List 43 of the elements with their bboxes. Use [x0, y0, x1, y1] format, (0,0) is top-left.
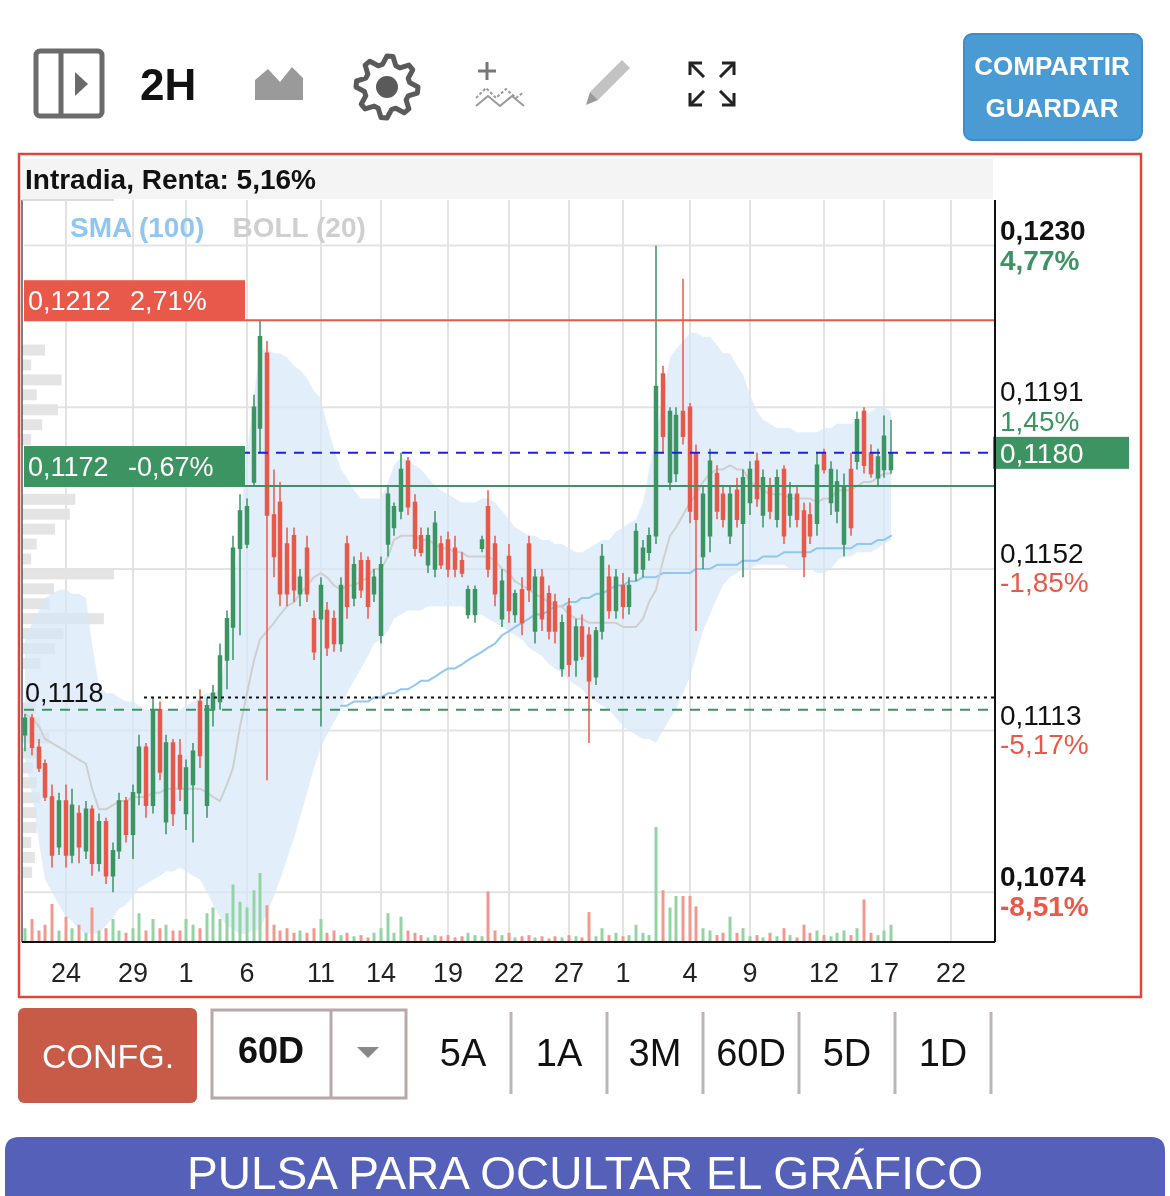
y-tick-label: 0,1074: [1000, 861, 1087, 893]
x-tick-label: 11: [306, 958, 336, 988]
text: 5D: [822, 1032, 872, 1074]
y2-tick-label: 1,45%: [1000, 406, 1080, 438]
ref-line-label: 0,1118: [25, 677, 104, 708]
x-tick-label: 12: [808, 958, 840, 988]
text: 1D: [918, 1032, 968, 1074]
ref-line-label: 0,1212 2,71%: [28, 286, 207, 317]
y-tick-label: 0,1230: [1000, 214, 1086, 246]
x-tick-label: 4: [682, 958, 698, 988]
text: GUARDAR: [985, 93, 1119, 123]
x-tick-label: 1: [615, 958, 631, 988]
x-tick-label: 27: [553, 958, 585, 988]
y2-tick-label: 4,77%: [1000, 244, 1080, 276]
text: SMA (100): [70, 212, 205, 243]
y2-tick-label: -8,51%: [1000, 891, 1089, 923]
text: 60D: [716, 1032, 786, 1074]
ref-line-label: 0,1180: [1000, 437, 1084, 469]
ref-line-label: 0,1172 -0,67%: [28, 452, 214, 483]
x-tick-label: 22: [493, 958, 525, 988]
x-tick-label: 6: [239, 958, 255, 988]
chart-title: Intradia, Renta: 5,16%: [25, 164, 317, 195]
x-tick-label: 17: [868, 958, 900, 988]
text: 1A: [535, 1032, 583, 1074]
text: 60D: [237, 1030, 305, 1071]
text: PULSA PARA OCULTAR EL GRÁFICO: [187, 1147, 983, 1196]
text: 5A: [439, 1032, 487, 1074]
y2-tick-label: -1,85%: [1000, 567, 1089, 599]
x-tick-label: 29: [117, 958, 149, 988]
text: COMPARTIR: [974, 51, 1130, 81]
x-tick-label: 1: [178, 958, 194, 988]
text: CONFG.: [41, 1037, 175, 1075]
y-tick-label: 0,1152: [1000, 537, 1084, 569]
y2-tick-label: -5,17%: [1000, 728, 1089, 760]
x-tick-label: 22: [935, 958, 967, 988]
x-tick-label: 24: [50, 958, 82, 988]
text: 2H: [140, 60, 197, 109]
x-tick-label: 19: [432, 958, 464, 988]
y-tick-label: 0,1113: [1000, 699, 1082, 731]
x-tick-label: 9: [742, 958, 758, 988]
y-tick-label: 0,1191: [1000, 376, 1084, 408]
text: 3M: [628, 1032, 682, 1074]
x-tick-label: 14: [365, 958, 397, 988]
